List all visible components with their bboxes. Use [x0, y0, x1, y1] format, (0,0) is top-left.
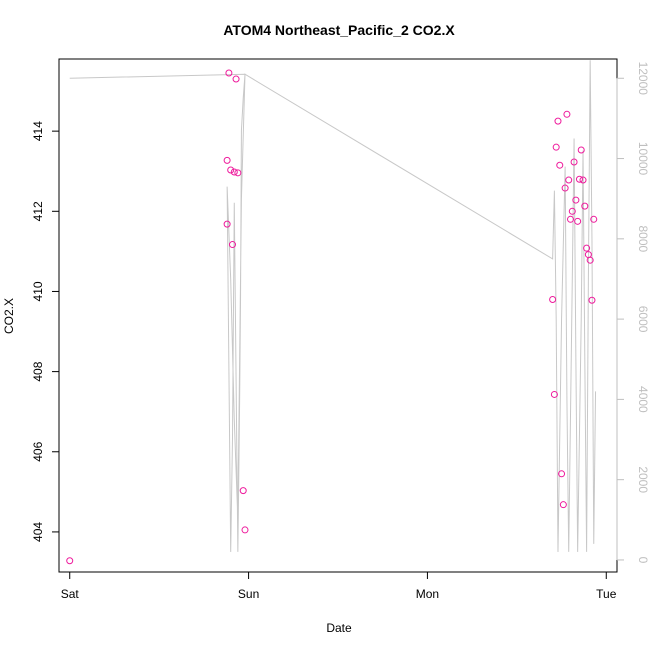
data-point	[223, 220, 231, 228]
data-point	[554, 117, 562, 125]
x-axis-tick-label: Tue	[596, 587, 617, 601]
data-point	[581, 202, 589, 210]
right-axis-tick-label: 0	[636, 557, 650, 564]
left-axis-tick-label: 410	[31, 281, 45, 301]
point-series	[66, 69, 598, 565]
data-point	[228, 241, 236, 249]
data-point	[558, 470, 566, 478]
left-axis-tick-label: 412	[31, 201, 45, 221]
left-axis: 404 406 408 410 412 414	[31, 121, 60, 542]
right-axis: 0 2000 4000 6000 8000 10000 12000	[616, 62, 650, 564]
data-point	[574, 217, 582, 225]
data-point	[550, 390, 558, 398]
data-point	[586, 256, 594, 264]
data-point	[559, 501, 567, 509]
data-point	[590, 215, 598, 223]
data-point	[563, 110, 571, 118]
y-axis-label: CO2.X	[2, 298, 16, 334]
left-axis-tick-label: 404	[31, 522, 45, 542]
data-point	[556, 161, 564, 169]
data-point	[234, 169, 242, 177]
data-point	[565, 176, 573, 184]
data-point	[230, 168, 238, 176]
right-axis-tick-label: 4000	[636, 386, 650, 413]
data-point	[572, 196, 580, 204]
data-point	[66, 557, 74, 565]
plot-area	[58, 58, 618, 573]
right-axis-tick-label: 12000	[636, 62, 650, 96]
data-point	[561, 184, 569, 192]
data-point	[241, 526, 249, 534]
x-axis-tick-label: Sat	[61, 587, 80, 601]
data-point	[583, 244, 591, 252]
data-point	[579, 176, 587, 184]
line-series	[69, 60, 597, 552]
left-axis-tick-label: 414	[31, 121, 45, 141]
data-point	[575, 175, 583, 183]
data-point	[549, 295, 557, 303]
x-axis-tick-label: Mon	[416, 587, 439, 601]
right-axis-tick-label: 2000	[636, 466, 650, 493]
right-axis-tick-label: 10000	[636, 142, 650, 176]
right-axis-tick-label: 6000	[636, 306, 650, 333]
data-point	[568, 207, 576, 215]
data-point	[225, 69, 233, 77]
data-point	[552, 143, 560, 151]
data-point	[227, 166, 235, 174]
left-axis-tick-label: 408	[31, 361, 45, 381]
right-axis-tick-label: 8000	[636, 225, 650, 252]
x-axis-label: Date	[326, 621, 352, 635]
x-axis-tick-label: Sun	[238, 587, 259, 601]
data-point	[223, 156, 231, 164]
line-series-path	[69, 60, 597, 552]
data-point	[570, 158, 578, 166]
data-point	[567, 215, 574, 223]
data-point	[577, 146, 585, 154]
data-point	[588, 296, 596, 304]
x-axis: Sat Sun Mon Tue	[61, 571, 617, 601]
left-axis-tick-label: 406	[31, 441, 45, 461]
chart-title: ATOM4 Northeast_Pacific_2 CO2.X	[223, 22, 455, 38]
data-point	[239, 487, 247, 495]
data-point	[232, 75, 240, 83]
